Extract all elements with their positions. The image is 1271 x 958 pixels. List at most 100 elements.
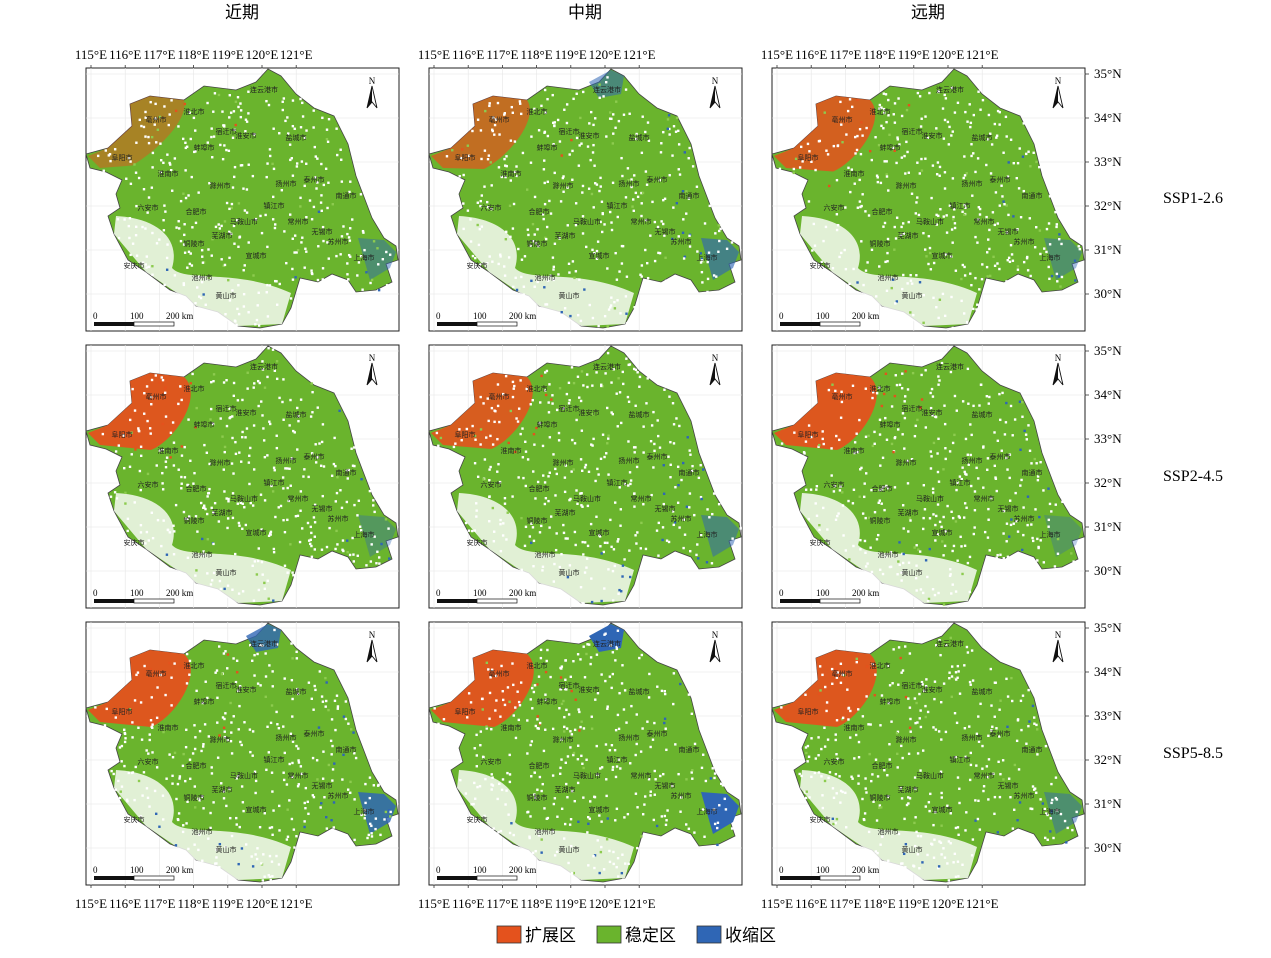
raster-speckle bbox=[498, 782, 501, 786]
raster-speckle bbox=[237, 862, 240, 866]
raster-speckle bbox=[488, 691, 492, 695]
city-label: 苏州市 bbox=[1014, 514, 1035, 523]
raster-speckle bbox=[123, 764, 126, 768]
raster-speckle bbox=[980, 277, 984, 281]
raster-speckle bbox=[272, 167, 276, 171]
raster-speckle bbox=[263, 455, 267, 459]
raster-speckle bbox=[590, 577, 593, 580]
raster-speckle bbox=[682, 257, 686, 260]
raster-speckle bbox=[937, 375, 940, 378]
raster-speckle bbox=[710, 562, 714, 565]
raster-speckle bbox=[702, 260, 705, 264]
raster-speckle bbox=[906, 459, 910, 463]
raster-speckle bbox=[867, 434, 870, 438]
raster-speckle bbox=[934, 810, 937, 814]
raster-speckle bbox=[312, 795, 316, 799]
north-arrow: N bbox=[366, 353, 378, 386]
raster-speckle bbox=[966, 651, 970, 654]
raster-speckle bbox=[151, 265, 154, 268]
raster-speckle bbox=[475, 515, 478, 518]
raster-speckle bbox=[979, 383, 983, 386]
raster-speckle bbox=[198, 295, 201, 298]
raster-speckle bbox=[491, 260, 494, 263]
raster-speckle bbox=[621, 575, 624, 578]
raster-speckle bbox=[143, 664, 146, 668]
raster-speckle bbox=[901, 287, 904, 291]
raster-speckle bbox=[968, 778, 972, 782]
city-label: 淮南市 bbox=[844, 723, 865, 732]
raster-speckle bbox=[827, 184, 831, 188]
raster-speckle bbox=[145, 385, 149, 388]
raster-speckle bbox=[231, 436, 234, 440]
raster-speckle bbox=[253, 674, 256, 677]
raster-speckle bbox=[611, 181, 615, 185]
raster-speckle bbox=[600, 200, 604, 203]
raster-speckle bbox=[215, 856, 218, 859]
city-label: 黄山市 bbox=[559, 568, 580, 577]
raster-speckle bbox=[900, 225, 903, 229]
raster-speckle bbox=[540, 789, 543, 793]
raster-speckle bbox=[586, 504, 590, 508]
raster-speckle bbox=[628, 471, 632, 474]
raster-speckle bbox=[350, 728, 353, 731]
raster-speckle bbox=[240, 785, 244, 788]
raster-speckle bbox=[619, 524, 622, 527]
raster-speckle bbox=[1030, 523, 1033, 526]
raster-speckle bbox=[203, 723, 207, 726]
raster-speckle bbox=[485, 436, 488, 439]
raster-speckle bbox=[487, 419, 490, 423]
raster-speckle bbox=[831, 267, 835, 270]
raster-speckle bbox=[334, 728, 337, 732]
city-label: 宣城市 bbox=[246, 805, 267, 814]
raster-speckle bbox=[869, 546, 872, 549]
raster-speckle bbox=[612, 850, 615, 854]
raster-speckle bbox=[859, 468, 862, 471]
raster-speckle bbox=[954, 755, 957, 759]
raster-speckle bbox=[312, 205, 316, 209]
raster-speckle bbox=[324, 705, 327, 708]
raster-speckle bbox=[998, 267, 1001, 271]
raster-speckle bbox=[593, 164, 596, 167]
raster-speckle bbox=[155, 766, 159, 769]
raster-speckle bbox=[240, 847, 244, 850]
raster-speckle bbox=[616, 713, 620, 717]
raster-speckle bbox=[539, 401, 542, 404]
raster-speckle bbox=[935, 644, 938, 647]
raster-speckle bbox=[955, 678, 958, 681]
raster-speckle bbox=[363, 248, 366, 252]
city-label: 南通市 bbox=[1022, 468, 1043, 477]
raster-speckle bbox=[859, 538, 862, 542]
city-label: 镇江市 bbox=[264, 755, 285, 764]
raster-speckle bbox=[878, 265, 881, 268]
raster-speckle bbox=[945, 231, 949, 234]
raster-speckle bbox=[913, 434, 917, 438]
raster-speckle bbox=[576, 781, 580, 785]
raster-speckle bbox=[1056, 537, 1060, 541]
raster-speckle bbox=[977, 90, 980, 93]
raster-speckle bbox=[931, 164, 935, 167]
raster-speckle bbox=[188, 659, 192, 663]
raster-speckle bbox=[524, 484, 528, 488]
raster-speckle bbox=[969, 453, 972, 457]
raster-speckle bbox=[344, 717, 348, 721]
raster-speckle bbox=[815, 485, 819, 488]
raster-speckle bbox=[585, 245, 588, 249]
raster-speckle bbox=[963, 203, 966, 207]
raster-speckle bbox=[514, 706, 517, 709]
raster-speckle bbox=[286, 808, 289, 811]
lat-tick: 34°N bbox=[1094, 664, 1122, 679]
raster-speckle bbox=[849, 709, 852, 713]
raster-speckle bbox=[1012, 215, 1015, 218]
raster-speckle bbox=[620, 871, 624, 875]
raster-speckle bbox=[312, 126, 315, 129]
raster-speckle bbox=[255, 318, 259, 322]
raster-speckle bbox=[173, 274, 177, 277]
raster-speckle bbox=[916, 196, 919, 199]
raster-speckle bbox=[663, 234, 666, 237]
raster-speckle bbox=[870, 570, 874, 574]
raster-speckle bbox=[293, 431, 296, 434]
raster-speckle bbox=[591, 151, 595, 154]
raster-speckle bbox=[118, 796, 122, 800]
raster-speckle bbox=[660, 815, 664, 818]
raster-speckle bbox=[254, 323, 257, 326]
